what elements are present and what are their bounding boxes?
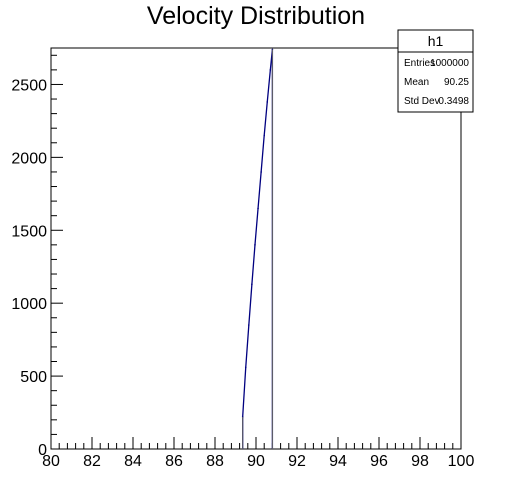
y-tick-label-5: 2500 bbox=[11, 77, 47, 94]
x-tick-label-3: 86 bbox=[165, 453, 183, 470]
x-tick-label-1: 82 bbox=[83, 453, 101, 470]
x-tick-label-10: 100 bbox=[448, 453, 475, 470]
histogram-bin-point bbox=[263, 134, 266, 137]
x-axis: 80 82 84 86 88 90 92 94 96 98 100 bbox=[42, 437, 474, 470]
histogram-bin-point bbox=[244, 366, 247, 369]
x-tick-label-7: 94 bbox=[329, 453, 347, 470]
stats-mean-value: 90.25 bbox=[444, 77, 469, 88]
stats-box-title: h1 bbox=[428, 33, 444, 49]
x-tick-label-8: 96 bbox=[370, 453, 388, 470]
histogram-bin-point bbox=[269, 69, 272, 71]
x-tick-label-5: 90 bbox=[247, 453, 265, 470]
x-tick-label-4: 88 bbox=[206, 453, 224, 470]
stats-entries-value: 1000000 bbox=[430, 58, 469, 69]
stats-entries-label: Entries bbox=[404, 58, 435, 69]
y-tick-label-1: 500 bbox=[20, 369, 47, 386]
x-tick-label-2: 84 bbox=[124, 453, 142, 470]
y-axis: 0 500 1000 1500 2000 2500 bbox=[11, 54, 63, 459]
y-tick-label-3: 1500 bbox=[11, 223, 47, 240]
stats-box: h1 Entries 1000000 Mean 90.25 Std Dev 0.… bbox=[397, 29, 474, 113]
histogram-bin-point bbox=[251, 283, 253, 286]
stats-mean-label: Mean bbox=[404, 77, 429, 88]
x-tick-label-9: 98 bbox=[411, 453, 429, 470]
y-tick-label-4: 2000 bbox=[11, 150, 47, 167]
histogram-bin-point bbox=[257, 207, 259, 210]
x-tick-label-0: 80 bbox=[42, 453, 60, 470]
chart-title: Velocity Distribution bbox=[147, 2, 365, 30]
stats-box-frame bbox=[397, 29, 474, 113]
histogram-bin-point bbox=[260, 171, 262, 173]
histogram-bin-point bbox=[248, 324, 250, 326]
x-tick-label-6: 92 bbox=[288, 453, 306, 470]
histogram-bin-point bbox=[266, 101, 269, 103]
histogram-bin-point bbox=[254, 244, 256, 246]
stats-stddev-label: Std Dev bbox=[404, 96, 440, 107]
y-tick-label-2: 1000 bbox=[11, 296, 47, 313]
plot-area bbox=[241, 48, 274, 449]
y-tick-label-0: 0 bbox=[38, 442, 47, 459]
stats-stddev-value: 0.3498 bbox=[438, 96, 469, 107]
